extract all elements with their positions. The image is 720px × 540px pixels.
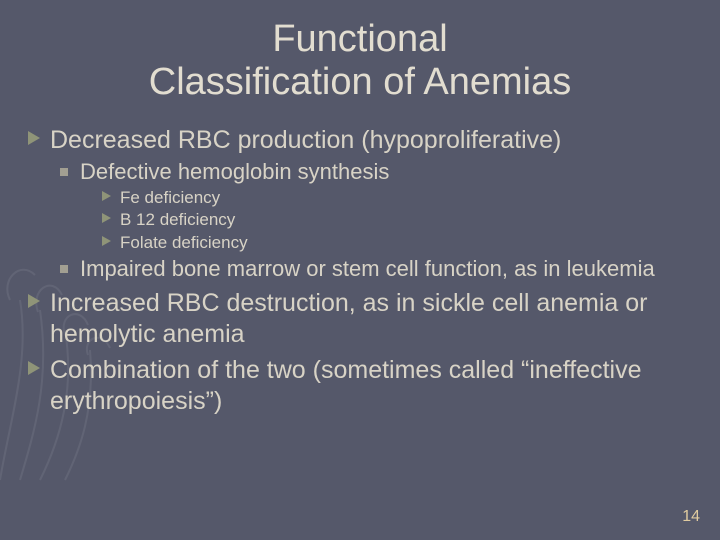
bullet-text: B 12 deficiency — [120, 210, 235, 229]
bullet-lvl1: Combination of the two (sometimes called… — [28, 355, 692, 416]
arrow-icon — [28, 131, 40, 145]
bullet-text: Fe deficiency — [120, 188, 220, 207]
bullet-lvl2: Impaired bone marrow or stem cell functi… — [60, 255, 692, 283]
slide-title: Functional Classification of Anemias — [28, 18, 692, 103]
square-icon — [60, 168, 68, 176]
arrow-icon — [28, 294, 40, 308]
bullet-text: Combination of the two (sometimes called… — [50, 356, 641, 415]
bullet-text: Folate deficiency — [120, 233, 248, 252]
arrow-icon — [102, 213, 111, 223]
bullet-text: Increased RBC destruction, as in sickle … — [50, 289, 648, 348]
bullet-lvl3: B 12 deficiency — [102, 209, 692, 230]
bullet-text: Impaired bone marrow or stem cell functi… — [80, 256, 655, 281]
bullet-lvl1: Increased RBC destruction, as in sickle … — [28, 288, 692, 349]
page-number: 14 — [682, 508, 700, 526]
arrow-icon — [102, 236, 111, 246]
arrow-icon — [28, 361, 40, 375]
title-line-2: Classification of Anemias — [149, 61, 571, 103]
title-line-1: Functional — [272, 18, 447, 60]
bullet-text: Defective hemoglobin synthesis — [80, 159, 389, 184]
square-icon — [60, 265, 68, 273]
bullet-lvl3: Folate deficiency — [102, 232, 692, 253]
bullet-text: Decreased RBC production (hypoproliferat… — [50, 126, 561, 154]
bullet-lvl2: Defective hemoglobin synthesis — [60, 158, 692, 186]
slide-container: Functional Classification of Anemias Dec… — [0, 0, 720, 540]
bullet-lvl1: Decreased RBC production (hypoproliferat… — [28, 125, 692, 156]
bullet-lvl3: Fe deficiency — [102, 187, 692, 208]
arrow-icon — [102, 191, 111, 201]
